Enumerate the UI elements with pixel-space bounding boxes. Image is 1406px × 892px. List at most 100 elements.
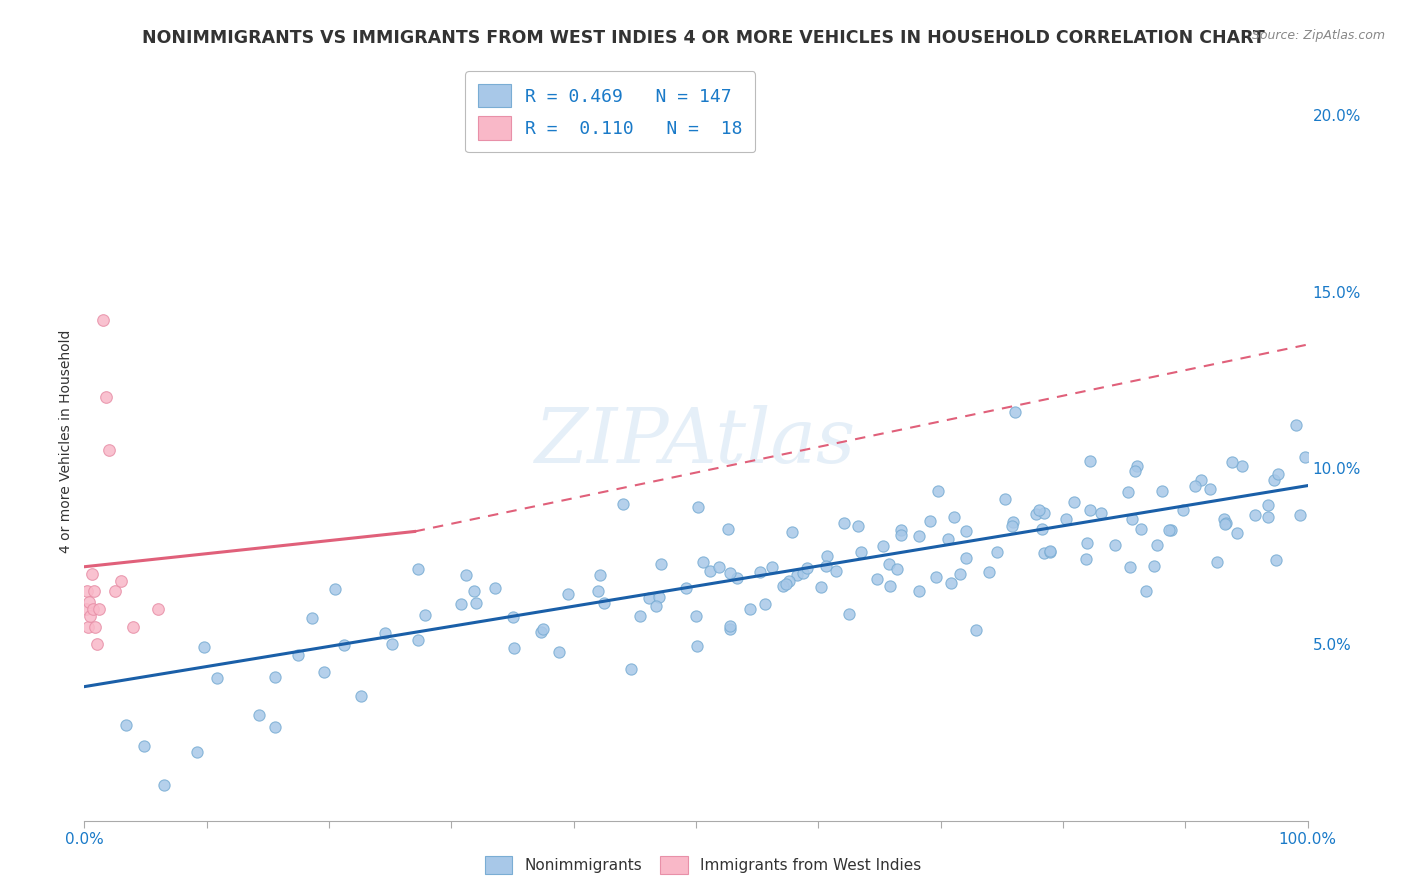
Point (593, 596, 616, 610)
Legend: R = 0.469   N = 147, R =  0.110   N =  18: R = 0.469 N = 147, R = 0.110 N = 18 (465, 71, 755, 153)
Point (890, 523, 912, 537)
Point (866, 572, 889, 586)
Point (908, 584, 931, 599)
Point (531, 622, 554, 636)
Point (1160, 523, 1182, 537)
Point (589, 568, 612, 582)
Point (1076, 535, 1098, 549)
Point (264, 720, 287, 734)
Point (1267, 467, 1289, 481)
Point (761, 560, 783, 574)
Point (786, 567, 808, 582)
Point (1135, 584, 1157, 599)
Point (350, 689, 373, 703)
Point (76, 584, 98, 599)
Point (1146, 538, 1168, 552)
Point (530, 625, 553, 640)
Point (994, 491, 1017, 506)
Point (79, 609, 101, 624)
Point (381, 637, 404, 651)
Point (943, 510, 966, 524)
Point (1189, 473, 1212, 487)
Point (547, 645, 569, 659)
Point (688, 500, 710, 514)
Point (628, 608, 651, 623)
Point (718, 622, 741, 636)
Point (96, 391, 118, 405)
Point (717, 522, 740, 536)
Legend: Nonimmigrants, Immigrants from West Indies: Nonimmigrants, Immigrants from West Indi… (478, 850, 928, 880)
Point (91, 313, 114, 327)
Point (454, 567, 477, 582)
Point (1001, 519, 1024, 533)
Point (986, 545, 1008, 559)
Point (1033, 506, 1056, 520)
Point (772, 579, 794, 593)
Point (692, 556, 714, 570)
Point (815, 549, 838, 563)
Point (406, 562, 429, 576)
Point (153, 778, 176, 792)
Point (1078, 454, 1101, 468)
Point (846, 519, 869, 533)
Point (849, 545, 872, 559)
Point (1243, 508, 1265, 522)
Text: NONIMMIGRANTS VS IMMIGRANTS FROM WEST INDIES 4 OR MORE VEHICLES IN HOUSEHOLD COR: NONIMMIGRANTS VS IMMIGRANTS FROM WEST IN… (142, 29, 1264, 46)
Point (638, 591, 661, 606)
Point (647, 590, 669, 604)
Point (1215, 516, 1237, 531)
Point (918, 514, 941, 528)
Point (872, 539, 894, 553)
Point (186, 745, 208, 759)
Point (890, 528, 912, 542)
Point (502, 609, 524, 624)
Point (1025, 507, 1047, 521)
Point (1126, 459, 1149, 474)
Point (264, 670, 287, 684)
Point (1184, 479, 1206, 493)
Point (838, 607, 860, 622)
Point (83, 584, 105, 599)
Point (1157, 524, 1180, 538)
Point (247, 707, 270, 722)
Point (77, 595, 100, 609)
Point (720, 619, 742, 633)
Point (927, 484, 949, 499)
Text: Source: ZipAtlas.com: Source: ZipAtlas.com (1251, 29, 1385, 42)
Point (110, 574, 132, 588)
Point (586, 584, 609, 599)
Point (1220, 454, 1243, 468)
Point (115, 718, 138, 732)
Point (955, 550, 977, 565)
Point (1039, 545, 1062, 559)
Point (1294, 450, 1316, 465)
Point (810, 580, 832, 594)
Point (775, 576, 797, 591)
Point (1119, 560, 1142, 574)
Point (965, 623, 987, 637)
Point (685, 640, 707, 654)
Point (939, 575, 962, 590)
Point (1257, 498, 1279, 512)
Point (374, 625, 396, 640)
Point (955, 524, 977, 538)
Point (193, 640, 215, 655)
Point (205, 671, 228, 685)
Point (413, 607, 436, 622)
Point (949, 567, 972, 582)
Point (1129, 522, 1152, 536)
Point (1226, 525, 1249, 540)
Point (780, 524, 803, 539)
Point (97, 443, 120, 458)
Point (792, 566, 814, 581)
Point (685, 608, 707, 623)
Point (725, 571, 748, 585)
Point (77, 620, 100, 634)
Point (75, 602, 97, 616)
Point (1198, 482, 1220, 496)
Point (908, 529, 931, 543)
Point (557, 587, 579, 601)
Point (675, 582, 697, 596)
Point (1265, 553, 1288, 567)
Point (1142, 559, 1164, 574)
